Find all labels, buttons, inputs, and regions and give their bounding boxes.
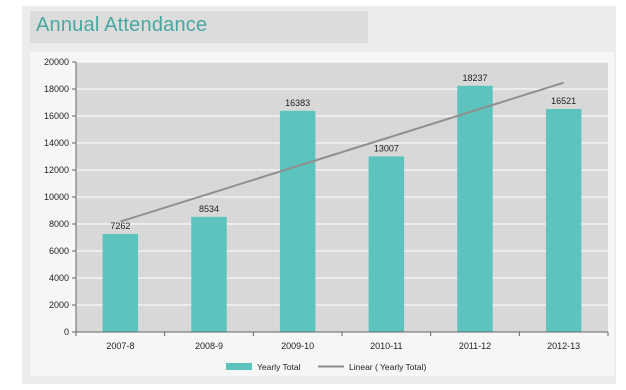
y-tick-label: 12000 bbox=[44, 165, 69, 175]
y-tick-label: 0 bbox=[64, 327, 69, 337]
y-tick-label: 6000 bbox=[49, 246, 69, 256]
x-tick-label: 2010-11 bbox=[370, 341, 402, 351]
x-tick-label: 2007-8 bbox=[106, 341, 134, 351]
y-tick-label: 16000 bbox=[44, 111, 69, 121]
bar bbox=[369, 156, 404, 332]
x-tick-label: 2008-9 bbox=[195, 341, 223, 351]
x-tick-label: 2009-10 bbox=[281, 341, 314, 351]
bar bbox=[546, 109, 581, 332]
y-tick-label: 14000 bbox=[44, 138, 69, 148]
y-tick-label: 18000 bbox=[44, 84, 69, 94]
legend-label-bars: Yearly Total bbox=[257, 362, 301, 372]
data-label: 16383 bbox=[285, 98, 310, 108]
bar bbox=[103, 234, 138, 332]
y-tick-label: 2000 bbox=[49, 300, 69, 310]
bar bbox=[280, 111, 315, 332]
data-label: 16521 bbox=[551, 96, 576, 106]
data-label: 8534 bbox=[199, 204, 219, 214]
x-tick-label: 2012-13 bbox=[547, 341, 580, 351]
y-tick-label: 20000 bbox=[44, 57, 69, 67]
data-label: 18237 bbox=[462, 73, 487, 83]
y-tick-label: 4000 bbox=[49, 273, 69, 283]
x-tick-label: 2011-12 bbox=[459, 341, 491, 351]
data-label: 7262 bbox=[110, 221, 130, 231]
bar bbox=[191, 217, 226, 332]
data-label: 13007 bbox=[374, 143, 399, 153]
y-tick-label: 10000 bbox=[44, 192, 69, 202]
legend-label-trendline: Linear ( Yearly Total) bbox=[349, 362, 427, 372]
bar bbox=[457, 86, 492, 332]
legend-swatch-bars bbox=[226, 363, 252, 370]
y-tick-label: 8000 bbox=[49, 219, 69, 229]
